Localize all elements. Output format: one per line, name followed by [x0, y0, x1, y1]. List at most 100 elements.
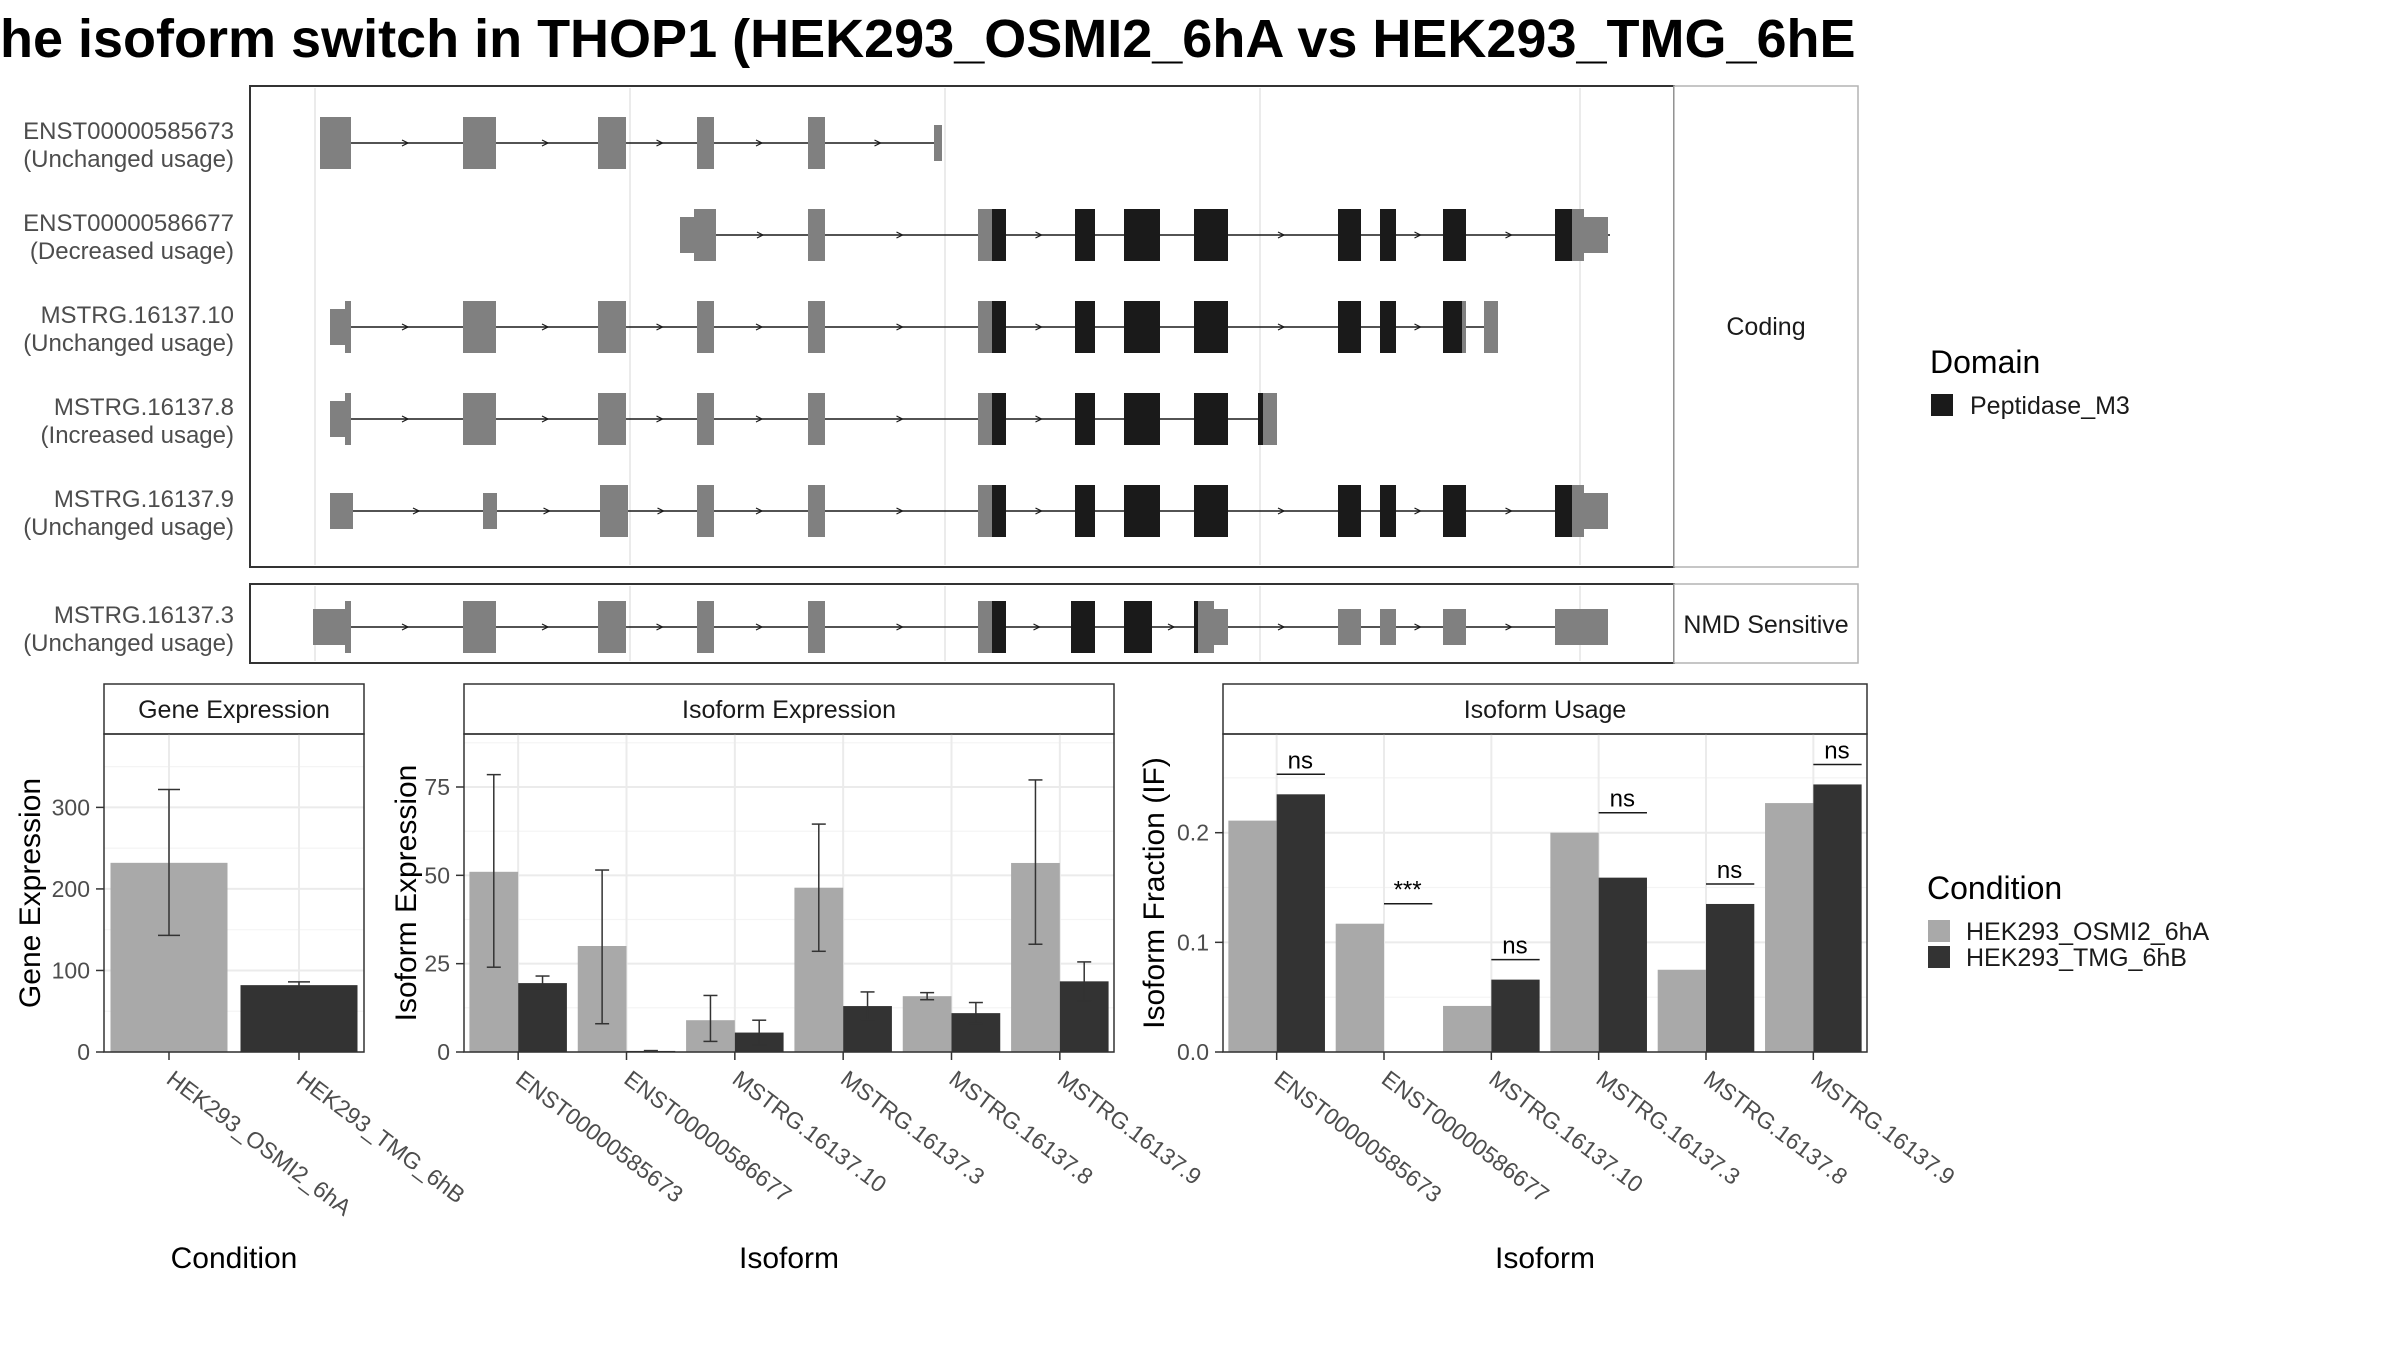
exon-block: [330, 493, 353, 529]
exon-block: [345, 393, 351, 445]
exon-block: [598, 301, 626, 353]
condition-label-osmi2: HEK293_OSMI2_6hA: [1966, 918, 2210, 946]
exon-block: [1263, 393, 1277, 445]
domain-exon: [1124, 485, 1160, 537]
strand-arrow: [1035, 323, 1043, 331]
strand-arrow: [896, 507, 904, 515]
y-axis-title: Gene Expression: [14, 778, 47, 1008]
exon-block: [463, 601, 496, 653]
exon-block: [345, 601, 351, 653]
strand-arrow: [1277, 231, 1286, 239]
chart-title: Isoform Usage: [1464, 696, 1627, 724]
chart-2: Isoform Expression0255075ENST00000585673…: [390, 683, 1206, 1275]
plot-frame: [103, 733, 365, 1053]
significance-label: ns: [1288, 747, 1313, 774]
exon-block: [463, 393, 496, 445]
strand-arrow: [874, 139, 882, 147]
exon-block: [1380, 609, 1396, 645]
x-axis-title: Isoform: [739, 1242, 839, 1275]
bar: [1598, 877, 1647, 1052]
figure-title: he isoform switch in THOP1 (HEK293_OSMI2…: [0, 9, 1856, 69]
domain-exon: [1258, 393, 1263, 445]
exon-block: [697, 117, 714, 169]
transcript-labels: ENST00000585673(Unchanged usage)ENST0000…: [23, 118, 234, 657]
transcript-tracks: [313, 117, 1610, 653]
exon-block: [1198, 601, 1214, 653]
transcript-track-3: [330, 301, 1498, 353]
transcript-id-label: MSTRG.16137.9: [54, 486, 234, 513]
plot-frame: [1222, 733, 1868, 1053]
condition-legend-title: Condition: [1927, 870, 2062, 906]
strand-arrow: [755, 623, 764, 631]
domain-exon: [1075, 209, 1095, 261]
condition-swatch-tmg: [1928, 946, 1950, 968]
strand-arrow: [1505, 507, 1513, 515]
transcript-id-label: MSTRG.16137.8: [54, 394, 234, 421]
strand-arrow: [656, 623, 664, 631]
chart-title: Gene Expression: [138, 696, 330, 724]
strand-arrow: [401, 623, 410, 631]
strand-arrow: [1035, 231, 1043, 239]
exon-block: [598, 117, 626, 169]
transcript-track-4: [330, 393, 1277, 445]
exon-block: [1214, 609, 1228, 645]
domain-exon: [1338, 485, 1361, 537]
exon-block: [598, 393, 626, 445]
exon-block: [697, 601, 714, 653]
domain-exon: [1124, 209, 1160, 261]
domain-exon: [1124, 601, 1152, 653]
coding-strip: [1673, 85, 1859, 568]
strand-arrow: [1505, 623, 1513, 631]
significance-label: ns: [1824, 737, 1849, 764]
transcript-track-6: [313, 601, 1608, 653]
bar: [1657, 969, 1706, 1052]
exon-block: [1572, 209, 1584, 261]
strand-arrow: [401, 139, 410, 147]
domain-exon: [1443, 301, 1462, 353]
domain-exon: [1443, 209, 1466, 261]
strand-arrow: [412, 507, 421, 515]
domain-exon: [992, 301, 1006, 353]
domain-exon: [1380, 209, 1396, 261]
y-tick-label: 0.1: [1177, 929, 1209, 955]
strand-arrow: [656, 415, 664, 423]
strand-arrow: [1033, 623, 1041, 631]
y-tick-label: 0: [77, 1039, 90, 1065]
domain-exon: [1194, 601, 1198, 653]
exon-block: [330, 401, 345, 437]
chart-title: Isoform Expression: [682, 696, 896, 724]
exon-block: [463, 117, 496, 169]
domain-exon: [992, 393, 1006, 445]
y-tick-label: 25: [424, 951, 450, 977]
domain-exon: [1075, 393, 1095, 445]
coding-strip-label: Coding: [1726, 313, 1805, 341]
significance-label: ns: [1717, 857, 1742, 884]
domain-exon: [1075, 485, 1095, 537]
condition-label-tmg: HEK293_TMG_6hB: [1966, 944, 2187, 972]
bar: [1813, 784, 1862, 1052]
bar: [1228, 820, 1277, 1052]
exon-block: [697, 393, 714, 445]
significance-label: ***: [1394, 877, 1422, 904]
exon-block: [1555, 609, 1608, 645]
chart-strip: [1222, 683, 1868, 735]
exon-block: [320, 117, 345, 169]
y-tick-label: 0.2: [1177, 820, 1209, 846]
strand-arrow: [1414, 323, 1422, 331]
strand-arrow: [401, 415, 410, 423]
exon-block: [808, 393, 825, 445]
domain-exon: [992, 601, 1006, 653]
transcript-id-label: ENST00000586677: [23, 210, 234, 237]
strand-arrow: [1414, 623, 1422, 631]
bar: [1706, 903, 1755, 1052]
y-tick-label: 300: [52, 794, 90, 820]
transcript-structure-panel: Coding NMD Sensitive ENST00000585673(Unc…: [23, 85, 1859, 664]
exon-block: [1462, 301, 1466, 353]
exon-block: [697, 301, 714, 353]
strand-arrow: [541, 415, 550, 423]
strand-arrow: [756, 231, 765, 239]
exon-block: [313, 609, 345, 645]
strand-arrow: [1277, 623, 1286, 631]
strand-arrow: [1277, 323, 1286, 331]
